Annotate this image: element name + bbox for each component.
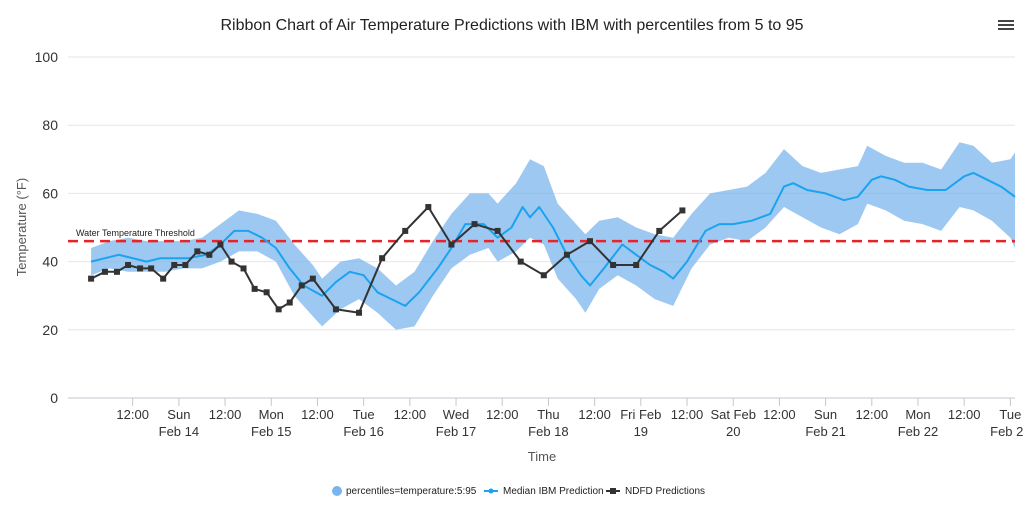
ndfd-marker	[182, 262, 189, 269]
ndfd-marker	[148, 265, 155, 272]
ndfd-marker	[633, 262, 640, 269]
legend-marker-percentiles	[332, 486, 342, 496]
ndfd-marker	[160, 275, 167, 282]
ndfd-marker	[88, 275, 95, 282]
legend-item-median[interactable]: Median IBM Prediction	[484, 486, 604, 497]
legend-label-percentiles: percentiles=temperature:5:95	[346, 486, 477, 497]
x-tick-label: Wed	[443, 407, 470, 422]
x-tick-label: Sun	[814, 407, 837, 422]
ndfd-marker	[171, 262, 178, 269]
x-tick-label: Feb 15	[251, 424, 291, 439]
legend-label-ndfd: NDFD Predictions	[625, 486, 705, 497]
ndfd-marker	[228, 258, 235, 265]
x-tick-label: 12:00	[116, 407, 149, 422]
x-tick-label: 12:00	[948, 407, 981, 422]
ndfd-marker	[494, 227, 501, 234]
x-tick-label: Mon	[259, 407, 284, 422]
menu-bar	[998, 20, 1014, 22]
x-tick-label: 19	[634, 424, 648, 439]
x-tick-label: 12:00	[578, 407, 611, 422]
ndfd-marker	[217, 241, 224, 248]
ndfd-marker	[679, 207, 686, 214]
ndfd-marker	[286, 299, 293, 306]
y-axis-ticks: 0 20 40 60 80 100	[35, 49, 59, 406]
x-tick-label: Mon	[905, 407, 930, 422]
percentile-band	[91, 142, 1016, 330]
menu-bar	[998, 24, 1014, 26]
legend-item-ndfd[interactable]: NDFD Predictions	[606, 486, 705, 497]
y-tick-label: 80	[42, 117, 58, 133]
hamburger-menu-icon[interactable]	[998, 18, 1014, 34]
ndfd-marker	[240, 265, 247, 272]
ndfd-marker	[587, 238, 594, 245]
median-line	[90, 171, 1016, 307]
ndfd-marker	[275, 306, 282, 313]
x-tick-label: Feb 23	[990, 424, 1024, 439]
x-tick-label: 12:00	[301, 407, 334, 422]
x-tick-label: Fri Feb	[620, 407, 661, 422]
ndfd-marker	[206, 251, 213, 258]
y-axis-label: Temperature (°F)	[14, 178, 29, 276]
x-tick-label: 12:00	[671, 407, 704, 422]
ndfd-marker	[137, 265, 144, 272]
chart-title: Ribbon Chart of Air Temperature Predicti…	[220, 17, 803, 34]
ndfd-marker	[425, 204, 432, 211]
ndfd-marker	[517, 258, 524, 265]
x-tick-label: Feb 21	[805, 424, 845, 439]
legend-marker-median	[488, 488, 494, 494]
ndfd-marker	[263, 289, 270, 296]
ndfd-marker	[194, 248, 201, 255]
ndfd-marker	[298, 282, 305, 289]
x-tick-label: 12:00	[856, 407, 889, 422]
y-tick-label: 40	[42, 254, 58, 270]
x-tick-label: Tue	[353, 407, 375, 422]
menu-bar	[998, 28, 1014, 30]
x-tick-label: Sun	[167, 407, 190, 422]
ndfd-marker	[610, 262, 617, 269]
ndfd-marker	[356, 309, 363, 316]
x-tick-label: Feb 18	[528, 424, 568, 439]
x-axis-label: Time	[528, 449, 556, 464]
x-tick-label: 12:00	[763, 407, 796, 422]
legend[interactable]: percentiles=temperature:5:95 Median IBM …	[332, 486, 705, 497]
x-tick-label: Feb 14	[159, 424, 199, 439]
ndfd-marker	[309, 275, 316, 282]
ndfd-marker	[379, 255, 386, 262]
y-tick-label: 100	[35, 49, 59, 65]
legend-item-percentiles[interactable]: percentiles=temperature:5:95	[332, 486, 477, 497]
x-tick-label: Sat Feb	[710, 407, 756, 422]
x-tick-label: Feb 17	[436, 424, 476, 439]
x-tick-label: Tue	[999, 407, 1021, 422]
x-axis-ticks: 12:00 Sun Feb 14 12:00 Mon Feb 15 12:00 Tue Feb …	[116, 398, 1024, 439]
x-tick-label: 12:00	[394, 407, 427, 422]
threshold-label: Water Temperature Threshold	[76, 228, 195, 238]
x-tick-label: Feb 22	[898, 424, 938, 439]
x-tick-label: Thu	[537, 407, 559, 422]
x-tick-label: Feb 16	[343, 424, 383, 439]
ndfd-marker	[656, 227, 663, 234]
ndfd-marker	[125, 262, 132, 269]
ndfd-marker	[540, 272, 547, 279]
y-tick-label: 0	[50, 390, 58, 406]
ndfd-marker	[471, 221, 478, 228]
ndfd-marker	[563, 251, 570, 258]
ndfd-marker	[251, 285, 258, 292]
y-tick-label: 60	[42, 185, 58, 201]
ndfd-marker	[113, 268, 120, 275]
legend-label-median: Median IBM Prediction	[503, 486, 604, 497]
x-tick-label: 20	[726, 424, 740, 439]
y-tick-label: 20	[42, 322, 58, 338]
ndfd-marker	[332, 306, 339, 313]
legend-marker-ndfd	[610, 488, 616, 494]
plot-area: Water Temperature Threshold	[68, 142, 1016, 330]
ndfd-marker	[402, 227, 409, 234]
ndfd-marker	[448, 241, 455, 248]
x-tick-label: 12:00	[209, 407, 242, 422]
x-tick-label: 12:00	[486, 407, 519, 422]
ndfd-marker	[101, 268, 108, 275]
